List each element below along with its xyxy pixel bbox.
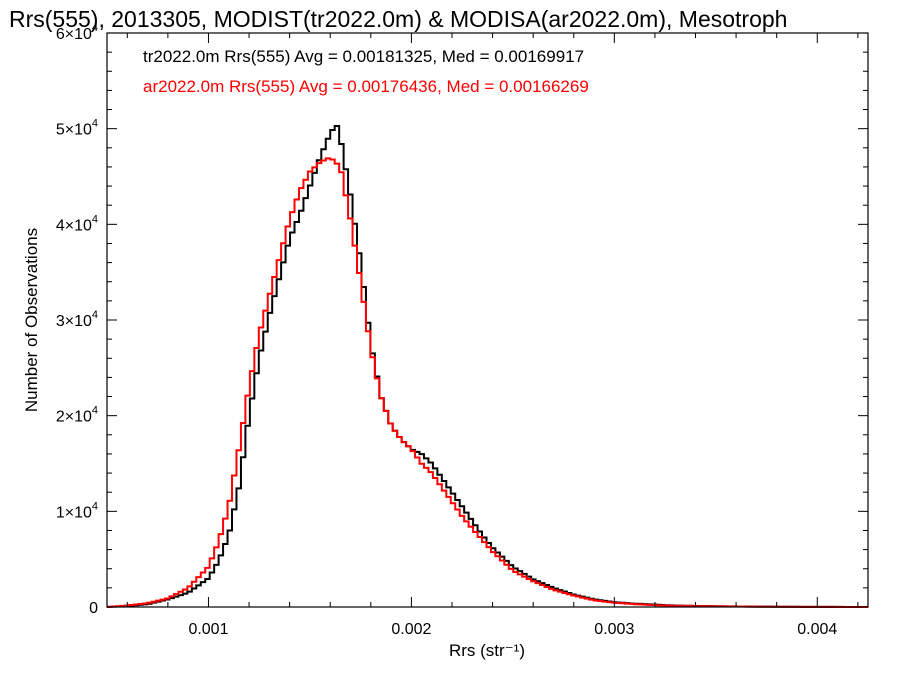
y-tick-label: 4×104 bbox=[56, 213, 98, 234]
x-tick-label: 0.003 bbox=[594, 621, 634, 638]
x-axis: 0.001 0.002 0.003 0.004 bbox=[126, 33, 859, 638]
y-axis: 0 1×104 2×104 3×104 4×104 5×104 6×104 bbox=[56, 22, 868, 617]
plot-frame bbox=[106, 32, 869, 608]
x-axis-label: Rrs (str⁻¹) bbox=[449, 641, 525, 660]
x-tick-label: 0.002 bbox=[391, 621, 431, 638]
x-tick-label: 0.001 bbox=[188, 621, 228, 638]
y-tick-label: 5×104 bbox=[56, 118, 98, 139]
y-tick-label: 6×104 bbox=[56, 22, 98, 43]
y-axis-label: Number of Observations bbox=[22, 228, 41, 412]
chart-title: Rrs(555), 2013305, MODIST(tr2022.0m) & M… bbox=[9, 6, 787, 32]
annotation-group: tr2022.0m Rrs(555) Avg = 0.00181325, Med… bbox=[143, 47, 589, 96]
legend-annotation: tr2022.0m Rrs(555) Avg = 0.00181325, Med… bbox=[143, 47, 584, 66]
y-tick-label: 2×104 bbox=[56, 405, 98, 426]
legend-annotation: ar2022.0m Rrs(555) Avg = 0.00176436, Med… bbox=[143, 77, 589, 96]
x-tick-label: 0.004 bbox=[797, 621, 837, 638]
y-tick-label: 3×104 bbox=[56, 309, 98, 330]
series-line bbox=[107, 157, 868, 608]
y-tick-label: 0 bbox=[89, 600, 98, 617]
series-group bbox=[107, 125, 868, 608]
y-tick-label: 1×104 bbox=[56, 500, 98, 521]
